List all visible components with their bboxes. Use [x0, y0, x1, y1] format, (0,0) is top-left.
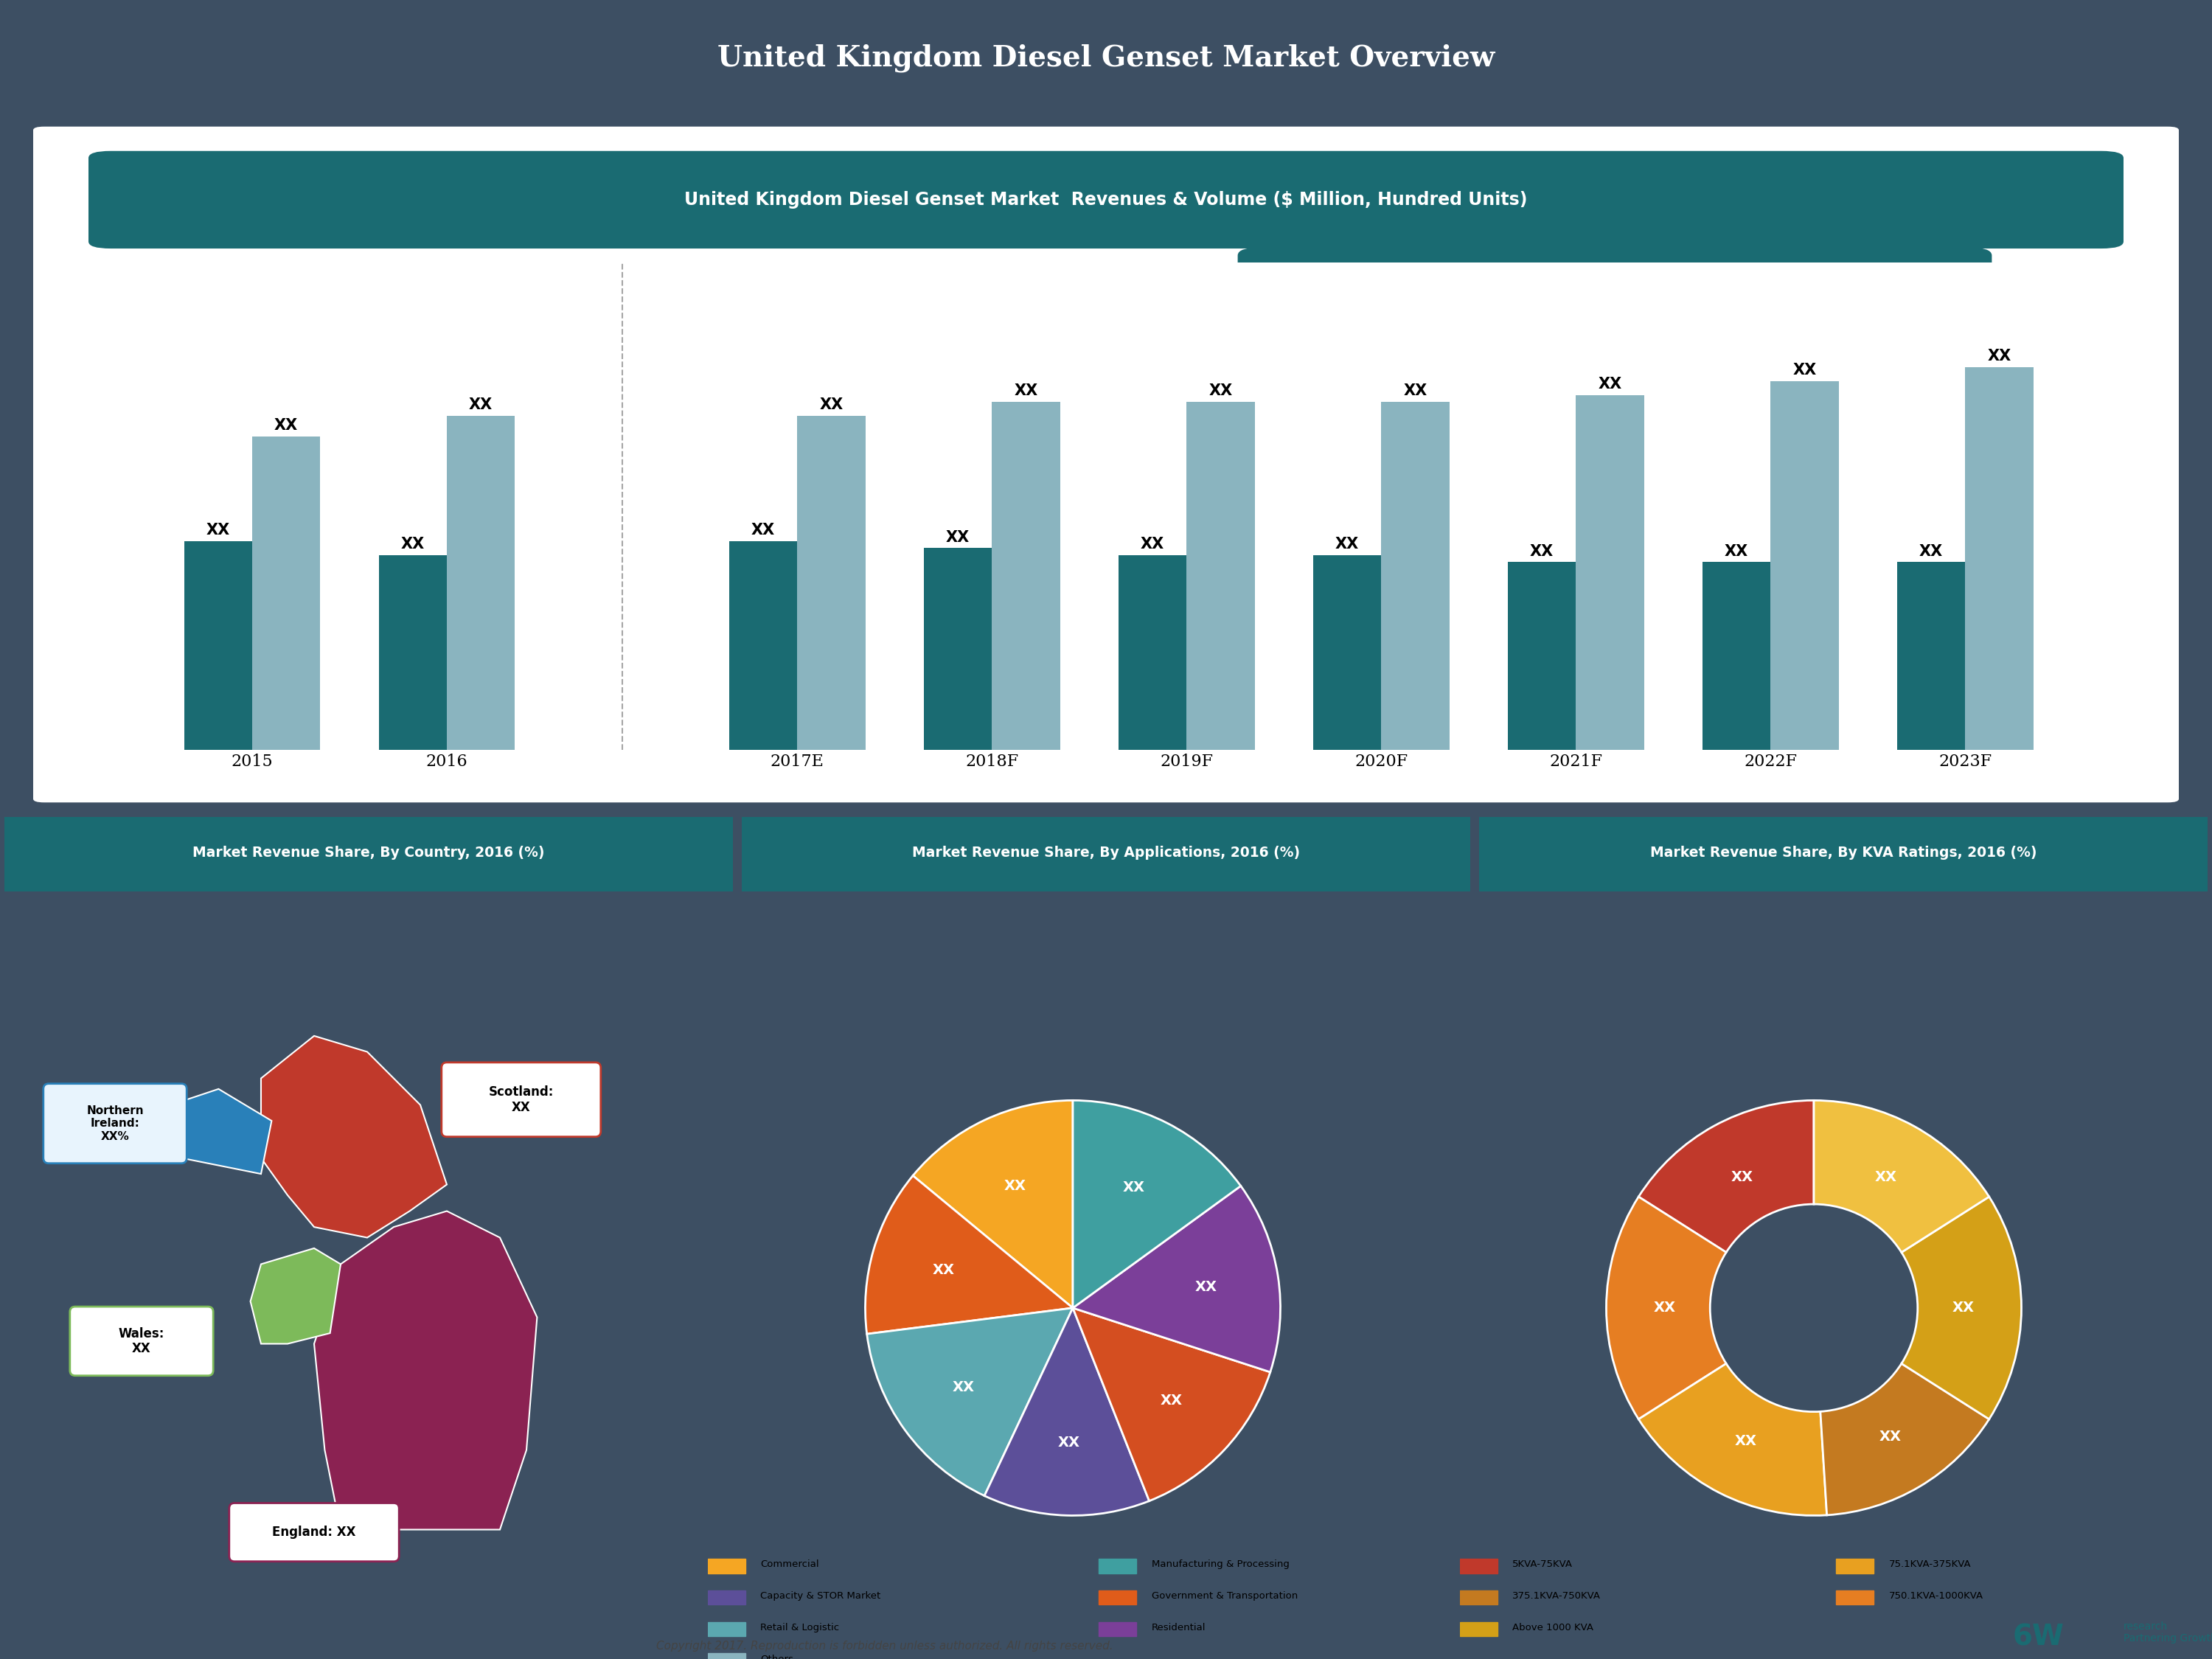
- Text: Market Revenue Share, By Country, 2016 (%): Market Revenue Share, By Country, 2016 (…: [192, 846, 544, 859]
- FancyBboxPatch shape: [1480, 816, 2208, 893]
- FancyBboxPatch shape: [33, 126, 2179, 803]
- FancyBboxPatch shape: [88, 151, 2124, 249]
- Text: Copyright 2017. Reproduction is forbidden unless authorized. All rights reserved: Copyright 2017. Reproduction is forbidde…: [657, 1641, 1113, 1651]
- Text: Market Revenue Share, By Applications, 2016 (%): Market Revenue Share, By Applications, 2…: [911, 846, 1301, 859]
- FancyBboxPatch shape: [741, 816, 1471, 893]
- FancyBboxPatch shape: [1239, 249, 1991, 388]
- Text: 6W: 6W: [2013, 1624, 2064, 1651]
- FancyBboxPatch shape: [4, 816, 732, 893]
- Text: Market Revenue Share, By KVA Ratings, 2016 (%): Market Revenue Share, By KVA Ratings, 20…: [1650, 846, 2037, 859]
- Text: Revenues CAGR 2017-23: 2.5%
Volume CAGR 2017-23: 2.4%: Revenues CAGR 2017-23: 2.5% Volume CAGR …: [1489, 300, 1741, 337]
- Text: United Kingdom Diesel Genset Market Overview: United Kingdom Diesel Genset Market Over…: [717, 43, 1495, 73]
- Text: United Kingdom Diesel Genset Market  Revenues & Volume ($ Million, Hundred Units: United Kingdom Diesel Genset Market Reve…: [684, 191, 1528, 209]
- Text: research
Partnering Growth: research Partnering Growth: [2124, 1621, 2212, 1644]
